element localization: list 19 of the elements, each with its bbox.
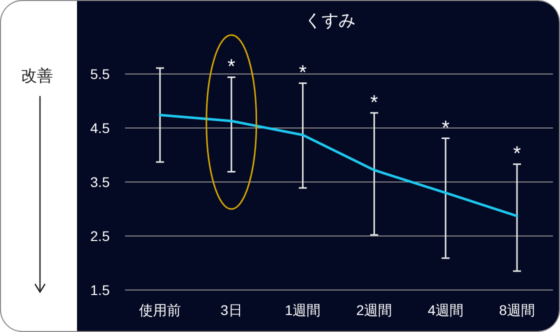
y-tick-label: 1.5 <box>90 282 110 298</box>
x-tick-label: 1週間 <box>284 302 321 318</box>
x-tick-label: 3日 <box>220 302 242 318</box>
y-tick-label: 5.5 <box>90 66 110 82</box>
x-tick-label: 2週間 <box>356 302 392 318</box>
annotation: * <box>513 143 522 166</box>
y-tick-label: 4.5 <box>90 120 110 136</box>
x-tick-label: 8週間 <box>499 302 535 318</box>
annotation: * <box>298 62 307 84</box>
line-series <box>158 114 518 218</box>
annotation: * <box>228 56 236 78</box>
annotation: * <box>442 117 450 140</box>
y-axis-title: 改善 <box>21 67 53 85</box>
x-tick-label: 使用前 <box>139 302 181 318</box>
x-tick-label: 4週間 <box>428 302 464 318</box>
y-tick-label: 2.5 <box>90 228 110 244</box>
chart-title: くすみ <box>304 11 356 30</box>
y-tick-label: 3.5 <box>90 174 110 190</box>
annotation: * <box>370 92 378 114</box>
